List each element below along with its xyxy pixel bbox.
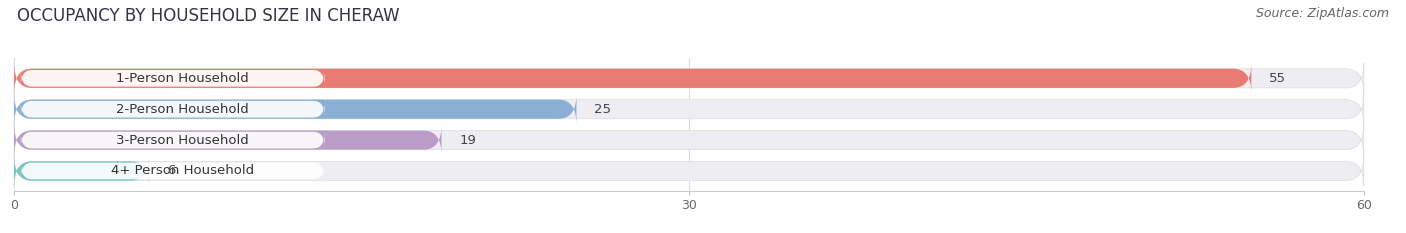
Text: 2-Person Household: 2-Person Household bbox=[117, 103, 249, 116]
FancyBboxPatch shape bbox=[14, 156, 149, 186]
FancyBboxPatch shape bbox=[14, 63, 1251, 93]
FancyBboxPatch shape bbox=[14, 125, 1364, 155]
FancyBboxPatch shape bbox=[21, 132, 325, 148]
Text: Source: ZipAtlas.com: Source: ZipAtlas.com bbox=[1256, 7, 1389, 20]
FancyBboxPatch shape bbox=[14, 94, 576, 124]
FancyBboxPatch shape bbox=[21, 70, 325, 87]
Text: 1-Person Household: 1-Person Household bbox=[117, 72, 249, 85]
Text: OCCUPANCY BY HOUSEHOLD SIZE IN CHERAW: OCCUPANCY BY HOUSEHOLD SIZE IN CHERAW bbox=[17, 7, 399, 25]
FancyBboxPatch shape bbox=[14, 63, 1364, 93]
Text: 55: 55 bbox=[1270, 72, 1286, 85]
FancyBboxPatch shape bbox=[14, 156, 1364, 186]
Text: 6: 6 bbox=[167, 164, 176, 178]
FancyBboxPatch shape bbox=[21, 101, 325, 118]
Text: 3-Person Household: 3-Person Household bbox=[117, 134, 249, 147]
FancyBboxPatch shape bbox=[14, 94, 1364, 124]
Text: 19: 19 bbox=[460, 134, 477, 147]
Text: 4+ Person Household: 4+ Person Household bbox=[111, 164, 254, 178]
FancyBboxPatch shape bbox=[21, 163, 325, 179]
FancyBboxPatch shape bbox=[14, 125, 441, 155]
Text: 25: 25 bbox=[595, 103, 612, 116]
